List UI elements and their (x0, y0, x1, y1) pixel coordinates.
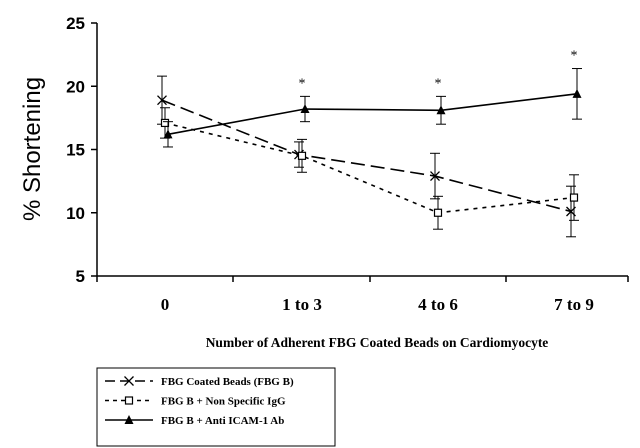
data-point-triangle-marker (572, 88, 582, 98)
y-tick-label: 15 (66, 141, 85, 160)
y-tick-label: 20 (66, 77, 85, 96)
x-tick-label: 4 to 6 (418, 295, 458, 314)
legend-item: FBG B + Anti ICAM-1 Ab (105, 415, 284, 427)
significance-marker: * (299, 76, 306, 91)
x-axis-title: Number of Adherent FBG Coated Beads on C… (206, 335, 549, 350)
y-tick-label: 25 (66, 14, 85, 33)
data-point-square-marker (160, 118, 170, 128)
significance-marker: * (571, 49, 578, 64)
legend-label: FBG Coated Beads (FBG B) (161, 376, 294, 388)
data-point-x-marker (157, 95, 167, 106)
series-line (164, 122, 575, 214)
y-axis-title: % Shortening (19, 77, 46, 221)
legend-label: FBG B + Non Specific IgG (161, 396, 286, 408)
x-tick-label: 7 to 9 (554, 295, 594, 314)
x-tick-label: 0 (161, 295, 170, 314)
data-point-x-marker-legend (124, 376, 134, 386)
x-tick-label: 1 to 3 (282, 295, 322, 314)
data-point-triangle-marker (163, 129, 173, 139)
series-1 (157, 75, 576, 238)
data-point-square-marker (297, 151, 307, 160)
series-3 (163, 68, 582, 148)
data-point-triangle-marker (300, 104, 310, 114)
data-point-square-marker (433, 208, 443, 217)
legend-label: FBG B + Anti ICAM-1 Ab (161, 415, 284, 427)
series-2 (160, 107, 579, 230)
series-line (167, 93, 578, 136)
axes: 5 10 15 20 25 0 1 to 3 4 to 6 7 to 9 % Shortening… (19, 14, 629, 350)
data-point-triangle-marker-legend (124, 415, 134, 424)
data-point-triangle-marker (436, 105, 446, 115)
y-tick-label: 5 (76, 267, 85, 286)
legend-item: FBG Coated Beads (FBG B) (105, 376, 294, 388)
series-line (161, 99, 572, 213)
significance-marker: * (435, 76, 442, 91)
data-point-square-marker (569, 193, 579, 202)
legend: FBG Coated Beads (FBG B) FBG B + Non Spec… (96, 367, 336, 447)
legend-item: FBG B + Non Specific IgG (105, 396, 286, 408)
data-point-square-marker-legend (124, 396, 134, 405)
series-layer: * * * (157, 49, 582, 238)
data-point-x-marker (430, 171, 440, 182)
y-tick-label: 10 (66, 204, 85, 223)
